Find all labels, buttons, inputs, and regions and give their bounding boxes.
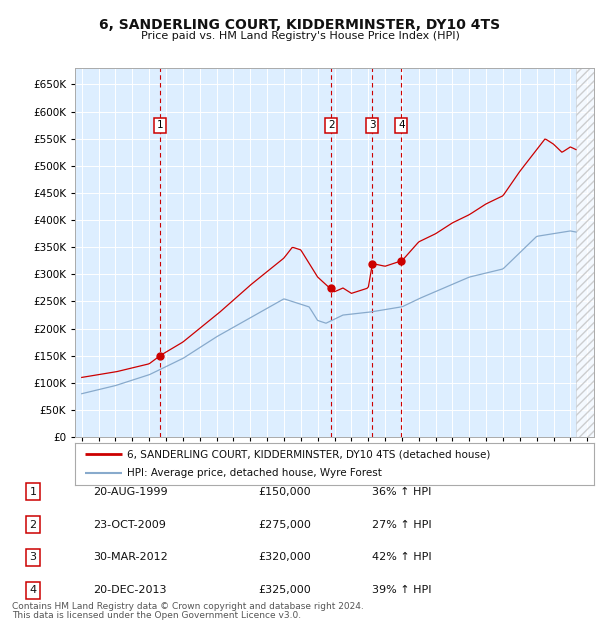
Text: 36% ↑ HPI: 36% ↑ HPI xyxy=(372,487,431,497)
Text: 6, SANDERLING COURT, KIDDERMINSTER, DY10 4TS (detached house): 6, SANDERLING COURT, KIDDERMINSTER, DY10… xyxy=(127,449,490,459)
Text: 4: 4 xyxy=(398,120,405,130)
Text: HPI: Average price, detached house, Wyre Forest: HPI: Average price, detached house, Wyre… xyxy=(127,469,382,479)
Text: 2: 2 xyxy=(29,520,37,529)
Text: 2: 2 xyxy=(328,120,335,130)
Text: Price paid vs. HM Land Registry's House Price Index (HPI): Price paid vs. HM Land Registry's House … xyxy=(140,31,460,41)
Text: This data is licensed under the Open Government Licence v3.0.: This data is licensed under the Open Gov… xyxy=(12,611,301,619)
Text: 3: 3 xyxy=(29,552,37,562)
Text: 39% ↑ HPI: 39% ↑ HPI xyxy=(372,585,431,595)
Text: Contains HM Land Registry data © Crown copyright and database right 2024.: Contains HM Land Registry data © Crown c… xyxy=(12,602,364,611)
Text: £275,000: £275,000 xyxy=(258,520,311,529)
Text: 30-MAR-2012: 30-MAR-2012 xyxy=(93,552,168,562)
Text: 23-OCT-2009: 23-OCT-2009 xyxy=(93,520,166,529)
Text: 1: 1 xyxy=(29,487,37,497)
Text: 20-DEC-2013: 20-DEC-2013 xyxy=(93,585,167,595)
Text: £325,000: £325,000 xyxy=(258,585,311,595)
Text: 42% ↑ HPI: 42% ↑ HPI xyxy=(372,552,431,562)
Text: 27% ↑ HPI: 27% ↑ HPI xyxy=(372,520,431,529)
Text: £320,000: £320,000 xyxy=(258,552,311,562)
Text: 3: 3 xyxy=(369,120,376,130)
Text: 1: 1 xyxy=(157,120,163,130)
Text: £150,000: £150,000 xyxy=(258,487,311,497)
Text: 20-AUG-1999: 20-AUG-1999 xyxy=(93,487,167,497)
Text: 4: 4 xyxy=(29,585,37,595)
Text: 6, SANDERLING COURT, KIDDERMINSTER, DY10 4TS: 6, SANDERLING COURT, KIDDERMINSTER, DY10… xyxy=(100,18,500,32)
